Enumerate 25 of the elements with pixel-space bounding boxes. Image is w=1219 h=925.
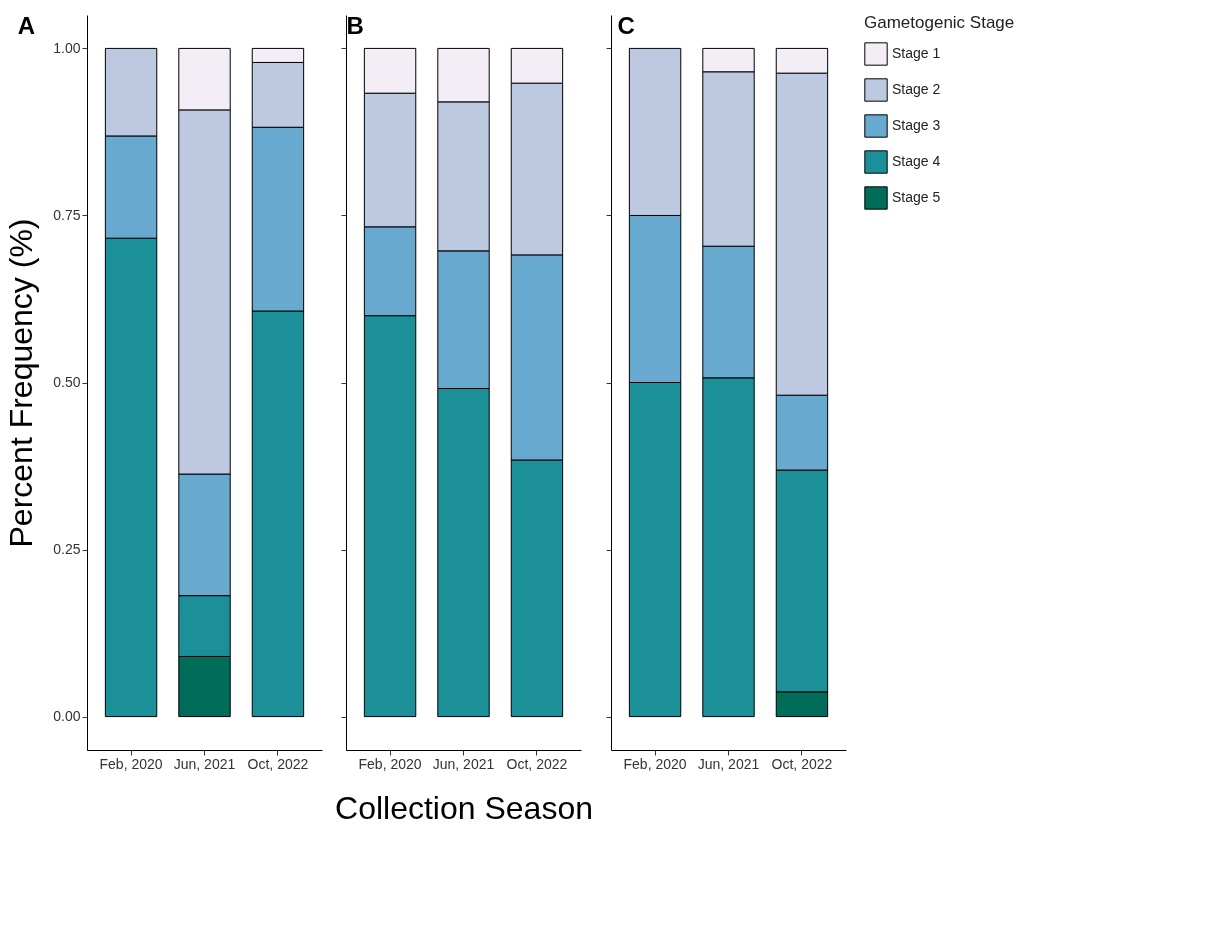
legend-label: Stage 1: [892, 45, 941, 61]
x-tick-label: Feb, 2020: [358, 755, 422, 772]
y-axis-title: Percent Frequency (%): [3, 218, 40, 548]
legend-label: Stage 5: [892, 189, 941, 205]
x-tick-label: Jun, 2021: [697, 755, 760, 772]
chart-title: B: [346, 12, 364, 39]
x-tick-label: Feb, 2020: [623, 755, 687, 772]
legend-label: Stage 4: [892, 153, 941, 169]
chart-title: A: [17, 12, 36, 39]
x-axis-title: Collection Season: [335, 789, 593, 826]
y-tick-label: 0.25: [53, 541, 81, 558]
legend-label: Stage 2: [892, 81, 941, 97]
x-tick-label: Jun, 2021: [173, 755, 236, 772]
y-tick-label: 0.00: [53, 708, 81, 725]
y-tick-label: 0.75: [53, 206, 81, 223]
x-tick-label: Oct, 2022: [247, 755, 309, 772]
y-tick-label: 1.00: [53, 39, 81, 56]
x-tick-label: Jun, 2021: [432, 755, 495, 772]
legend-label: Stage 3: [892, 117, 941, 133]
y-tick-label: 0.50: [53, 374, 81, 390]
legend-title: Gametogenic Stage: [864, 13, 1015, 32]
x-tick-label: Oct, 2022: [506, 755, 568, 772]
chart-title: C: [617, 12, 635, 39]
x-tick-label: Oct, 2022: [771, 755, 833, 772]
x-tick-label: Feb, 2020: [99, 755, 163, 772]
